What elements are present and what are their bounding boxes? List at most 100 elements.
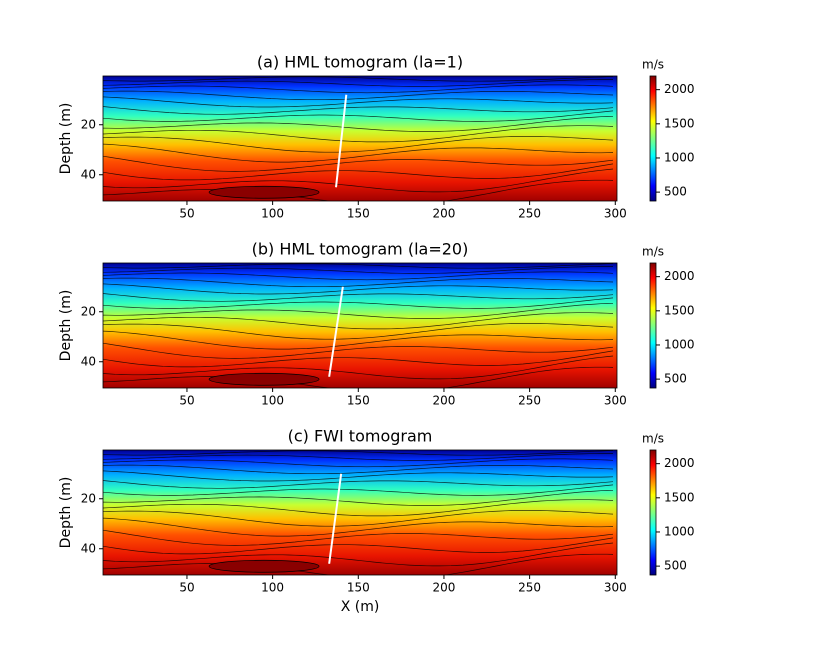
- x-axis-label: X (m): [341, 599, 380, 615]
- contour-line: [103, 297, 614, 309]
- fault-line: [335, 94, 348, 188]
- colorbar-tick-label: 500: [664, 185, 687, 199]
- colorbar: [649, 75, 657, 202]
- y-tick-label: 40: [81, 167, 96, 181]
- x-tick-label: 50: [179, 394, 194, 408]
- contour-line: [103, 143, 614, 163]
- contour-line: [103, 277, 614, 288]
- colorbar-tick-label: 1000: [664, 337, 695, 351]
- contour-line: [103, 110, 614, 122]
- x-tick-label: 50: [179, 581, 194, 595]
- colorbar-tick-label: 1000: [664, 524, 695, 538]
- contour-line: [103, 163, 614, 181]
- colorbar-tick-label: 2000: [664, 82, 695, 96]
- contour-line: [208, 559, 320, 573]
- colorbar-tick-label: 1500: [664, 116, 695, 130]
- contour-line: [103, 96, 614, 108]
- contour-line: [103, 529, 614, 546]
- contour-line: [103, 484, 614, 496]
- y-tick-label: 40: [81, 541, 96, 555]
- y-tick-label: 20: [81, 117, 96, 131]
- colorbar-label: m/s: [642, 58, 664, 72]
- contour-line: [103, 106, 614, 115]
- contour-line: [103, 542, 614, 567]
- x-tick-label: 250: [518, 394, 541, 408]
- colorbar-tick-label: 2000: [664, 269, 695, 283]
- colorbar-tick-label: 1500: [664, 490, 695, 504]
- y-axis-label: Depth (m): [58, 103, 74, 175]
- contour-line: [103, 458, 614, 468]
- axes-frame: [102, 449, 618, 576]
- contour-line: [103, 302, 614, 319]
- contour-line: [103, 136, 614, 153]
- panel-title: (b) HML tomogram (la=20): [252, 240, 469, 259]
- contour-line: [103, 323, 614, 340]
- axes-frame: [102, 75, 618, 202]
- contour-line: [103, 453, 613, 461]
- y-axis-label: Depth (m): [58, 477, 74, 549]
- x-tick-label: 100: [261, 394, 284, 408]
- contour-line: [103, 470, 614, 482]
- contour-line: [103, 84, 614, 94]
- colorbar-tick-label: 1000: [664, 150, 695, 164]
- contour-line: [103, 293, 614, 302]
- contour-line: [103, 155, 614, 172]
- contour-line: [103, 125, 614, 143]
- fault-line: [328, 473, 343, 564]
- contour-line: [103, 537, 614, 555]
- contour-line: [103, 450, 614, 456]
- y-tick-label: 20: [81, 491, 96, 505]
- x-tick-label: 200: [433, 207, 456, 221]
- colorbar-tick-label: 500: [664, 559, 687, 573]
- contour-line: [103, 510, 614, 527]
- contour-line: [103, 79, 613, 87]
- x-tick-label: 250: [518, 207, 541, 221]
- colorbar: [649, 449, 657, 576]
- contour-line: [103, 266, 613, 274]
- contour-line: [208, 185, 320, 199]
- colorbar-tick-label: 1500: [664, 303, 695, 317]
- contour-line: [103, 553, 614, 575]
- contour-line: [103, 283, 614, 295]
- contours: [103, 450, 614, 575]
- panel-title: (c) FWI tomogram: [288, 427, 433, 446]
- x-tick-label: 150: [347, 394, 370, 408]
- contour-line: [103, 271, 614, 281]
- colorbar: [649, 262, 657, 389]
- y-tick-label: 40: [81, 354, 96, 368]
- contour-line: [103, 90, 614, 101]
- x-tick-label: 200: [433, 394, 456, 408]
- x-tick-label: 50: [179, 207, 194, 221]
- contour-line: [103, 168, 614, 193]
- contour-line: [103, 115, 614, 132]
- y-tick-label: 20: [81, 304, 96, 318]
- contour-line: [103, 480, 614, 489]
- x-tick-label: 100: [261, 581, 284, 595]
- contour-line: [103, 366, 614, 388]
- contour-line: [103, 342, 614, 359]
- colorbar-label: m/s: [642, 245, 664, 259]
- contour-line: [103, 355, 614, 380]
- contour-line: [103, 464, 614, 475]
- contours: [103, 76, 614, 201]
- x-tick-label: 300: [604, 581, 627, 595]
- y-axis-label: Depth (m): [58, 290, 74, 362]
- fault-line: [328, 286, 344, 377]
- x-tick-label: 200: [433, 581, 456, 595]
- x-tick-label: 250: [518, 581, 541, 595]
- contour-line: [103, 489, 614, 506]
- x-tick-label: 150: [347, 581, 370, 595]
- x-tick-label: 300: [604, 394, 627, 408]
- contour-line: [103, 350, 614, 368]
- x-tick-label: 100: [261, 207, 284, 221]
- contour-line: [103, 263, 614, 269]
- contours: [103, 263, 614, 388]
- contour-line: [103, 76, 614, 82]
- contour-line: [103, 330, 614, 350]
- x-tick-label: 150: [347, 207, 370, 221]
- contour-line: [103, 312, 614, 330]
- contour-line: [103, 179, 614, 201]
- colorbar-tick-label: 500: [664, 372, 687, 386]
- x-tick-label: 300: [604, 207, 627, 221]
